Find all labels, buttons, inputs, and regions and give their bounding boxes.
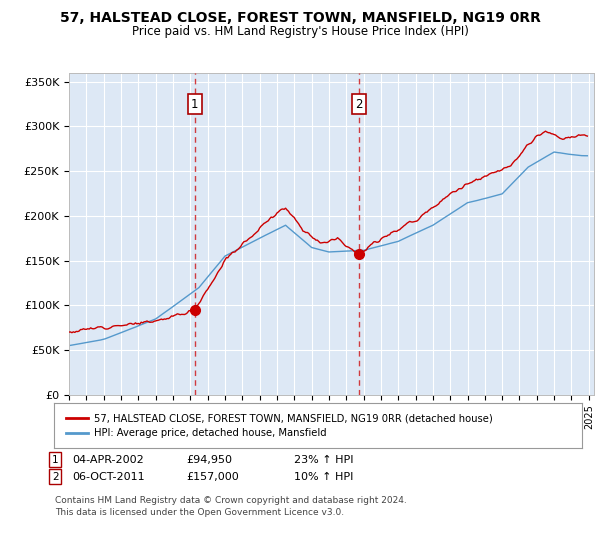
Text: 10% ↑ HPI: 10% ↑ HPI [294, 472, 353, 482]
Text: 1: 1 [191, 97, 199, 111]
Text: 04-APR-2002: 04-APR-2002 [72, 455, 144, 465]
Text: 23% ↑ HPI: 23% ↑ HPI [294, 455, 353, 465]
Legend: 57, HALSTEAD CLOSE, FOREST TOWN, MANSFIELD, NG19 0RR (detached house), HPI: Aver: 57, HALSTEAD CLOSE, FOREST TOWN, MANSFIE… [62, 409, 496, 442]
Text: 2: 2 [52, 472, 59, 482]
Text: 06-OCT-2011: 06-OCT-2011 [72, 472, 145, 482]
Text: £157,000: £157,000 [186, 472, 239, 482]
Text: 1: 1 [52, 455, 59, 465]
Text: Contains HM Land Registry data © Crown copyright and database right 2024.
This d: Contains HM Land Registry data © Crown c… [55, 496, 407, 517]
Text: 2: 2 [355, 97, 363, 111]
Text: Price paid vs. HM Land Registry's House Price Index (HPI): Price paid vs. HM Land Registry's House … [131, 25, 469, 38]
Text: 57, HALSTEAD CLOSE, FOREST TOWN, MANSFIELD, NG19 0RR: 57, HALSTEAD CLOSE, FOREST TOWN, MANSFIE… [59, 11, 541, 25]
Text: £94,950: £94,950 [186, 455, 232, 465]
